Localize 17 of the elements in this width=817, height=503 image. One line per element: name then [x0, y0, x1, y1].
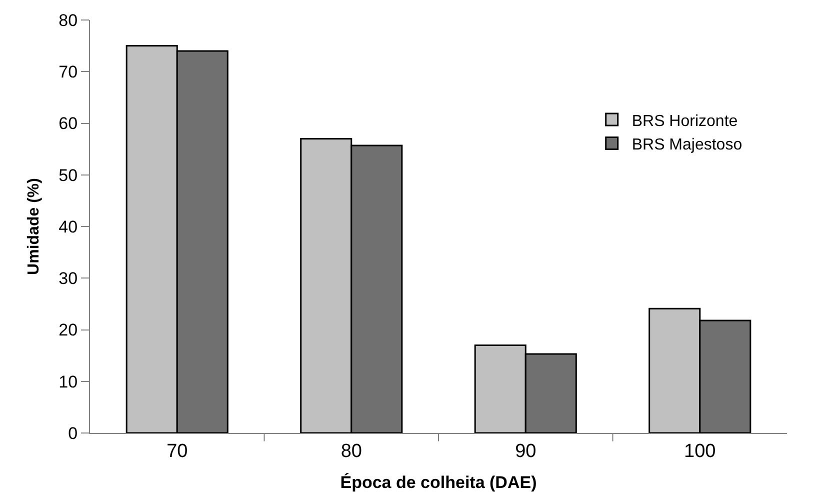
- x-tick-label: 80: [340, 440, 362, 462]
- y-tick-label: 40: [58, 217, 78, 236]
- y-tick-label: 10: [58, 372, 78, 392]
- y-tick-label: 60: [58, 114, 78, 134]
- y-tick-label: 70: [58, 62, 78, 82]
- x-tick-label: 100: [684, 440, 716, 462]
- y-tick-label: 80: [58, 10, 78, 30]
- x-tick-label: 90: [515, 440, 536, 462]
- legend-label: BRS Horizonte: [632, 112, 738, 130]
- y-tick-label: 20: [58, 320, 78, 340]
- x-tick-label: 70: [166, 440, 188, 462]
- y-tick-label: 50: [58, 166, 78, 185]
- x-axis-title: Época de colheita (DAE): [340, 472, 537, 492]
- legend-label: BRS Majestoso: [632, 136, 742, 154]
- y-tick-label: 30: [58, 269, 78, 288]
- y-tick-label: 0: [68, 424, 78, 443]
- y-axis-title: Umidade (%): [26, 178, 43, 275]
